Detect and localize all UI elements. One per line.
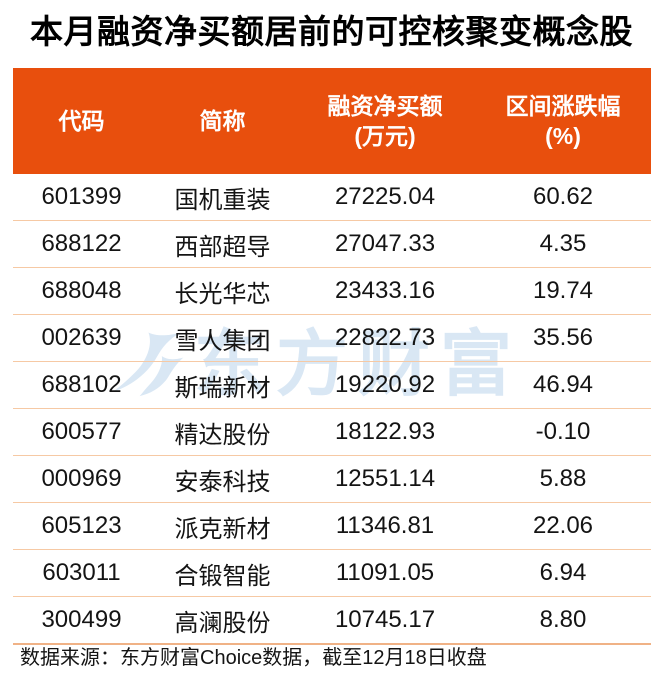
col-header-code-line1: 代码 bbox=[58, 108, 105, 134]
cell-code: 601399 bbox=[41, 183, 122, 210]
cell-code: 000969 bbox=[41, 465, 122, 492]
cell-change: 35.56 bbox=[532, 324, 594, 351]
cell-netbuy: 12551.14 bbox=[334, 465, 436, 492]
cell-change: 60.62 bbox=[532, 183, 594, 210]
cell-code: 600577 bbox=[41, 418, 122, 445]
cell-code: 688122 bbox=[41, 230, 122, 257]
cell-code: 603011 bbox=[42, 559, 121, 586]
cell-code: 688048 bbox=[41, 277, 122, 304]
stocks-table: 代码 简称 融资净买额 (万元) 区间涨跌幅 (%) 601399 国机重装 2… bbox=[13, 68, 651, 645]
cell-change: 19.74 bbox=[532, 277, 594, 304]
col-header-netbuy-line1: 融资净买额 bbox=[327, 93, 443, 119]
cell-netbuy: 22822.73 bbox=[334, 324, 436, 351]
cell-change: 8.80 bbox=[539, 606, 587, 633]
cell-change: 4.35 bbox=[539, 230, 587, 257]
cell-netbuy: 10745.17 bbox=[334, 606, 436, 633]
col-header-name-line1: 简称 bbox=[199, 108, 246, 134]
cell-name: 国机重装 bbox=[174, 186, 271, 214]
col-header-netbuy-line2: (万元) bbox=[354, 123, 416, 149]
cell-netbuy: 18122.93 bbox=[334, 418, 436, 445]
table-row: 600577 精达股份 18122.93 -0.10 bbox=[13, 409, 651, 456]
cell-name: 合锻智能 bbox=[174, 562, 271, 590]
cell-netbuy: 23433.16 bbox=[334, 277, 436, 304]
cell-name: 西部超导 bbox=[174, 233, 271, 261]
table-row: 688102 斯瑞新材 19220.92 46.94 bbox=[13, 362, 651, 409]
cell-name: 高澜股份 bbox=[174, 609, 271, 637]
table-row: 688122 西部超导 27047.33 4.35 bbox=[13, 221, 651, 268]
cell-netbuy: 11346.81 bbox=[335, 512, 435, 539]
cell-change: 22.06 bbox=[532, 512, 594, 539]
col-header-change: 区间涨跌幅 (%) bbox=[475, 91, 651, 151]
cell-netbuy: 11091.05 bbox=[335, 559, 435, 586]
table-row: 605123 派克新材 11346.81 22.06 bbox=[13, 503, 651, 550]
col-header-netbuy: 融资净买额 (万元) bbox=[295, 91, 475, 151]
page-title: 本月融资净买额居前的可控核聚变概念股 bbox=[30, 13, 633, 50]
cell-change: 6.94 bbox=[539, 559, 587, 586]
cell-name: 长光华芯 bbox=[174, 280, 271, 308]
table-row: 000969 安泰科技 12551.14 5.88 bbox=[13, 456, 651, 503]
cell-name: 斯瑞新材 bbox=[174, 374, 271, 402]
table-header-row: 代码 简称 融资净买额 (万元) 区间涨跌幅 (%) bbox=[13, 68, 651, 174]
col-header-code: 代码 bbox=[13, 106, 150, 136]
cell-code: 605123 bbox=[41, 512, 122, 539]
col-header-change-line2: (%) bbox=[545, 123, 581, 149]
table-row: 603011 合锻智能 11091.05 6.94 bbox=[13, 550, 651, 597]
table-row: 002639 雪人集团 22822.73 35.56 bbox=[13, 315, 651, 362]
cell-name: 安泰科技 bbox=[174, 468, 271, 496]
table-body: 601399 国机重装 27225.04 60.62 688122 西部超导 2… bbox=[13, 174, 651, 645]
cell-name: 雪人集团 bbox=[174, 327, 271, 355]
cell-netbuy: 27047.33 bbox=[334, 230, 436, 257]
table-row: 601399 国机重装 27225.04 60.62 bbox=[13, 174, 651, 221]
cell-name: 精达股份 bbox=[174, 421, 271, 449]
cell-change: 5.88 bbox=[539, 465, 587, 492]
cell-netbuy: 19220.92 bbox=[334, 371, 436, 398]
cell-netbuy: 27225.04 bbox=[334, 183, 436, 210]
cell-code: 002639 bbox=[41, 324, 122, 351]
table-row: 688048 长光华芯 23433.16 19.74 bbox=[13, 268, 651, 315]
data-source-note: 数据来源：东方财富Choice数据，截至12月18日收盘 bbox=[20, 647, 487, 669]
cell-code: 688102 bbox=[41, 371, 122, 398]
col-header-name: 简称 bbox=[150, 106, 295, 136]
cell-code: 300499 bbox=[41, 606, 122, 633]
cell-change: 46.94 bbox=[532, 371, 594, 398]
col-header-change-line1: 区间涨跌幅 bbox=[505, 93, 621, 119]
cell-change: -0.10 bbox=[535, 418, 591, 445]
table-row: 300499 高澜股份 10745.17 8.80 bbox=[13, 597, 651, 645]
cell-name: 派克新材 bbox=[174, 515, 271, 543]
